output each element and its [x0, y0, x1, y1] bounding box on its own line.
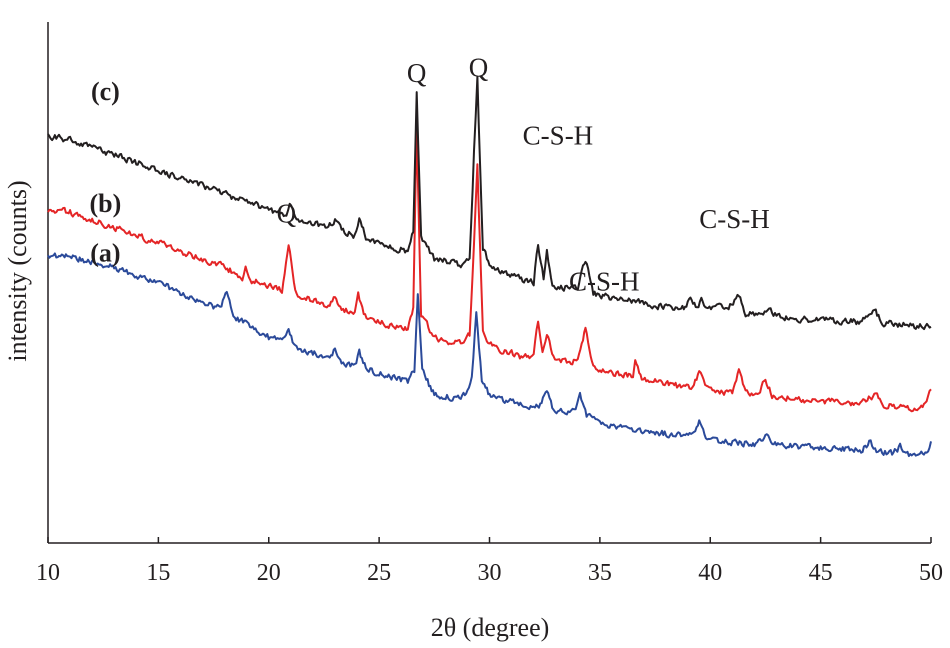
- series-line-1: [47, 252, 932, 458]
- axes: 10 15 20 25 30 35 40 45 50: [36, 22, 943, 586]
- series-line-3: [47, 75, 932, 331]
- x-tick-label: 30: [478, 560, 502, 586]
- y-axis-title: intensity (counts): [3, 180, 32, 361]
- series-line-2: [47, 122, 932, 413]
- x-tick-label: 40: [698, 560, 722, 586]
- x-tick-label: 45: [809, 560, 833, 586]
- x-tick-label: 15: [146, 560, 170, 586]
- peak-annotation: C-S-H: [569, 266, 640, 296]
- x-tick-label: 20: [257, 560, 281, 586]
- x-axis-title: 2θ (degree): [431, 613, 550, 642]
- peak-annotation: Q: [277, 199, 297, 229]
- peak-annotation: Q: [407, 58, 427, 88]
- peak-annotation: C-S-H: [699, 204, 770, 234]
- x-tick-label: 10: [36, 560, 60, 586]
- series-label: (b): [90, 189, 122, 218]
- x-tick-label: 25: [367, 560, 391, 586]
- labels: (a) (b) (c) Q Q Q C-S-H C-S-H C-S-H: [90, 53, 770, 297]
- x-tick-label: 50: [919, 560, 943, 586]
- x-tick-label: 35: [588, 560, 612, 586]
- series-group: [47, 75, 932, 458]
- peak-annotation: Q: [469, 53, 489, 83]
- peak-annotation: C-S-H: [523, 120, 594, 150]
- series-label: (a): [90, 239, 120, 268]
- series-label: (c): [91, 77, 120, 106]
